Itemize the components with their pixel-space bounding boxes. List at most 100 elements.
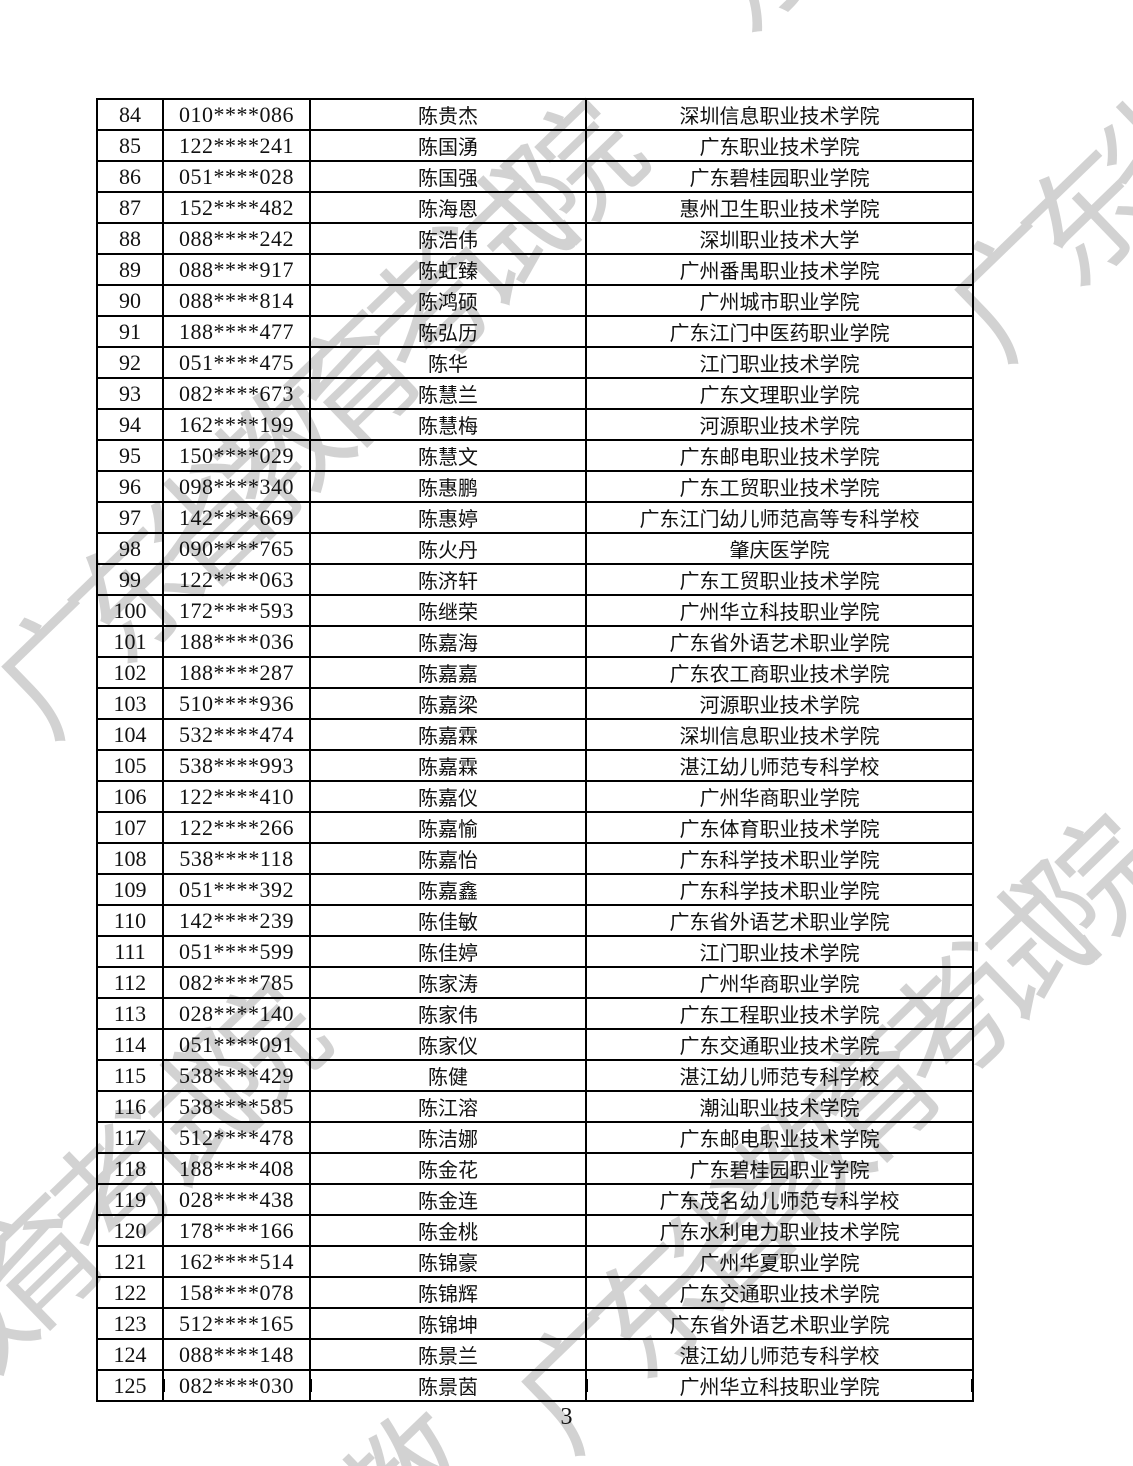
cell-row-number: 118 bbox=[96, 1152, 164, 1185]
cell-candidate-name: 陈锦辉 bbox=[309, 1276, 587, 1309]
table-border-stub bbox=[971, 1379, 973, 1392]
cell-candidate-id: 051****599 bbox=[162, 935, 311, 968]
cell-candidate-name: 陈惠婷 bbox=[309, 501, 587, 534]
cell-school-name: 河源职业技术学院 bbox=[585, 408, 974, 441]
table-row: 111 051****599 陈佳婷 江门职业技术学院 bbox=[96, 935, 974, 968]
cell-candidate-id: 162****514 bbox=[162, 1245, 311, 1278]
cell-candidate-id: 051****392 bbox=[162, 873, 311, 906]
cell-row-number: 94 bbox=[96, 408, 164, 441]
cell-school-name: 深圳信息职业技术学院 bbox=[585, 98, 974, 131]
table-border-stub bbox=[586, 1379, 588, 1392]
cell-school-name: 湛江幼儿师范专科学校 bbox=[585, 1338, 974, 1371]
cell-candidate-name: 陈弘历 bbox=[309, 315, 587, 348]
table-row: 110 142****239 陈佳敏 广东省外语艺术职业学院 bbox=[96, 904, 974, 937]
cell-school-name: 肇庆医学院 bbox=[585, 532, 974, 565]
cell-row-number: 125 bbox=[96, 1369, 164, 1402]
table-row: 84 010****086 陈贵杰 深圳信息职业技术学院 bbox=[96, 98, 974, 131]
cell-row-number: 91 bbox=[96, 315, 164, 348]
cell-candidate-id: 538****585 bbox=[162, 1090, 311, 1123]
cell-row-number: 98 bbox=[96, 532, 164, 565]
cell-candidate-name: 陈火丹 bbox=[309, 532, 587, 565]
table-row: 85 122****241 陈国湧 广东职业技术学院 bbox=[96, 129, 974, 162]
cell-candidate-id: 082****030 bbox=[162, 1369, 311, 1402]
cell-row-number: 90 bbox=[96, 284, 164, 317]
table-row: 123 512****165 陈锦坤 广东省外语艺术职业学院 bbox=[96, 1307, 974, 1340]
cell-row-number: 108 bbox=[96, 842, 164, 875]
cell-candidate-name: 陈家仪 bbox=[309, 1028, 587, 1061]
cell-candidate-name: 陈洁娜 bbox=[309, 1121, 587, 1154]
cell-row-number: 122 bbox=[96, 1276, 164, 1309]
cell-row-number: 107 bbox=[96, 811, 164, 844]
cell-candidate-id: 172****593 bbox=[162, 594, 311, 627]
cell-school-name: 广东工贸职业技术学院 bbox=[585, 470, 974, 503]
cell-school-name: 广东碧桂园职业学院 bbox=[585, 1152, 974, 1185]
cell-candidate-name: 陈嘉怡 bbox=[309, 842, 587, 875]
cell-school-name: 广州华立科技职业学院 bbox=[585, 1369, 974, 1402]
table-row: 109 051****392 陈嘉鑫 广东科学技术职业学院 bbox=[96, 873, 974, 906]
cell-candidate-name: 陈嘉海 bbox=[309, 625, 587, 658]
table-row: 96 098****340 陈惠鹏 广东工贸职业技术学院 bbox=[96, 470, 974, 503]
cell-candidate-id: 538****993 bbox=[162, 749, 311, 782]
cell-row-number: 85 bbox=[96, 129, 164, 162]
cell-candidate-id: 122****063 bbox=[162, 563, 311, 596]
cell-school-name: 惠州卫生职业技术学院 bbox=[585, 191, 974, 224]
cell-row-number: 104 bbox=[96, 718, 164, 751]
cell-school-name: 广州华商职业学院 bbox=[585, 966, 974, 999]
cell-row-number: 113 bbox=[96, 997, 164, 1030]
cell-candidate-name: 陈浩伟 bbox=[309, 222, 587, 255]
cell-candidate-name: 陈景兰 bbox=[309, 1338, 587, 1371]
cell-candidate-id: 188****408 bbox=[162, 1152, 311, 1185]
table-row: 116 538****585 陈江溶 潮汕职业技术学院 bbox=[96, 1090, 974, 1123]
cell-row-number: 86 bbox=[96, 160, 164, 193]
cell-candidate-id: 152****482 bbox=[162, 191, 311, 224]
cell-candidate-id: 088****917 bbox=[162, 253, 311, 286]
cell-candidate-id: 122****410 bbox=[162, 780, 311, 813]
cell-candidate-id: 142****239 bbox=[162, 904, 311, 937]
cell-school-name: 广东碧桂园职业学院 bbox=[585, 160, 974, 193]
cell-row-number: 106 bbox=[96, 780, 164, 813]
cell-candidate-name: 陈虹臻 bbox=[309, 253, 587, 286]
cell-candidate-id: 088****242 bbox=[162, 222, 311, 255]
cell-candidate-id: 051****028 bbox=[162, 160, 311, 193]
cell-row-number: 97 bbox=[96, 501, 164, 534]
cell-candidate-id: 028****140 bbox=[162, 997, 311, 1030]
table-border-stub bbox=[96, 1379, 98, 1392]
cell-school-name: 广东工程职业技术学院 bbox=[585, 997, 974, 1030]
table-row: 120 178****166 陈金桃 广东水利电力职业技术学院 bbox=[96, 1214, 974, 1247]
cell-candidate-id: 158****078 bbox=[162, 1276, 311, 1309]
cell-row-number: 121 bbox=[96, 1245, 164, 1278]
cell-school-name: 广州城市职业学院 bbox=[585, 284, 974, 317]
table-row: 121 162****514 陈锦豪 广州华夏职业学院 bbox=[96, 1245, 974, 1278]
cell-row-number: 111 bbox=[96, 935, 164, 968]
table-row: 113 028****140 陈家伟 广东工程职业技术学院 bbox=[96, 997, 974, 1030]
cell-candidate-name: 陈济轩 bbox=[309, 563, 587, 596]
cell-candidate-name: 陈嘉梁 bbox=[309, 687, 587, 720]
cell-candidate-id: 510****936 bbox=[162, 687, 311, 720]
table-row: 93 082****673 陈慧兰 广东文理职业学院 bbox=[96, 377, 974, 410]
cell-school-name: 广东茂名幼儿师范专科学校 bbox=[585, 1183, 974, 1216]
cell-candidate-name: 陈国强 bbox=[309, 160, 587, 193]
cell-row-number: 120 bbox=[96, 1214, 164, 1247]
cell-row-number: 109 bbox=[96, 873, 164, 906]
cell-candidate-name: 陈嘉霖 bbox=[309, 718, 587, 751]
cell-candidate-id: 028****438 bbox=[162, 1183, 311, 1216]
table-row: 117 512****478 陈洁娜 广东邮电职业技术学院 bbox=[96, 1121, 974, 1154]
cell-row-number: 105 bbox=[96, 749, 164, 782]
cell-school-name: 广东水利电力职业技术学院 bbox=[585, 1214, 974, 1247]
roster-body: 84 010****086 陈贵杰 深圳信息职业技术学院 85 122****2… bbox=[96, 98, 974, 1402]
cell-row-number: 116 bbox=[96, 1090, 164, 1123]
cell-candidate-name: 陈江溶 bbox=[309, 1090, 587, 1123]
cell-candidate-name: 陈嘉鑫 bbox=[309, 873, 587, 906]
cell-candidate-name: 陈华 bbox=[309, 346, 587, 379]
cell-row-number: 100 bbox=[96, 594, 164, 627]
cell-candidate-name: 陈鸿硕 bbox=[309, 284, 587, 317]
table-row: 107 122****266 陈嘉愉 广东体育职业技术学院 bbox=[96, 811, 974, 844]
cell-school-name: 广东农工商职业技术学院 bbox=[585, 656, 974, 689]
cell-school-name: 广东体育职业技术学院 bbox=[585, 811, 974, 844]
cell-candidate-name: 陈继荣 bbox=[309, 594, 587, 627]
cell-row-number: 123 bbox=[96, 1307, 164, 1340]
cell-candidate-name: 陈金连 bbox=[309, 1183, 587, 1216]
cell-row-number: 110 bbox=[96, 904, 164, 937]
cell-school-name: 广东交通职业技术学院 bbox=[585, 1028, 974, 1061]
